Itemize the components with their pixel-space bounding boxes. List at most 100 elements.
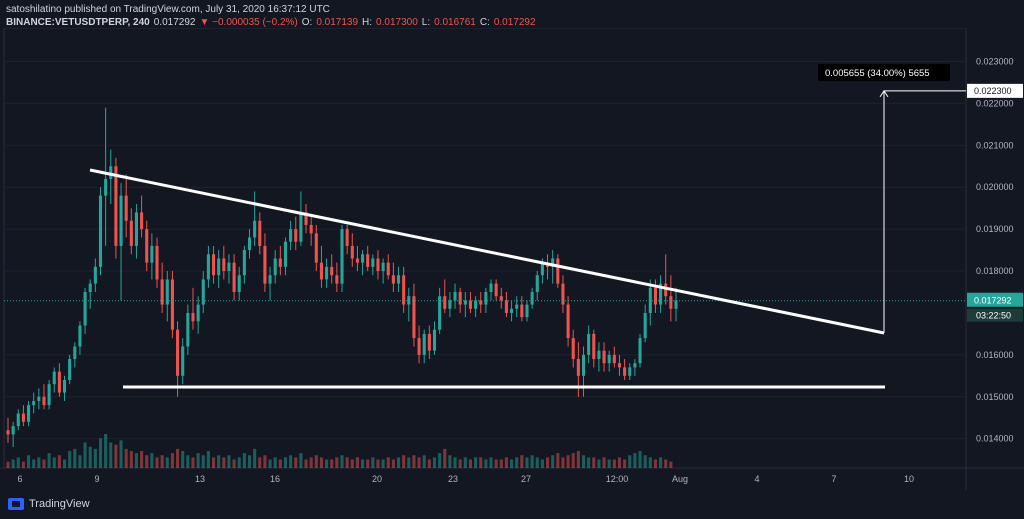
candle-body	[294, 229, 298, 242]
chart-header: satoshilatino published on TradingView.c…	[6, 3, 536, 29]
chart-pane[interactable]: 0.023000 0.022000 0.021000 0.020000 0.019000…	[0, 28, 1024, 490]
candle-body	[494, 283, 498, 297]
volume-bar	[520, 455, 524, 468]
volume-bar	[386, 457, 390, 468]
candle-body	[438, 296, 442, 330]
volume-bar	[283, 457, 288, 468]
candle-body	[468, 300, 473, 309]
candle-body	[32, 400, 36, 406]
candle-body	[458, 292, 462, 305]
candle-body	[227, 262, 231, 272]
y-tick-label: 0.014000	[976, 434, 1014, 444]
candle-body	[181, 346, 185, 376]
volume-bar	[42, 459, 46, 468]
volume-bar	[494, 459, 498, 468]
candle-body	[407, 296, 411, 305]
volume-bar	[350, 459, 354, 468]
volume-bar	[474, 457, 478, 468]
volume-bar	[150, 453, 154, 468]
candle-body	[638, 338, 642, 364]
volume-bar	[330, 459, 334, 468]
volume-bar	[366, 459, 370, 468]
candle-body	[309, 224, 313, 234]
candle-body	[648, 287, 652, 313]
volume-bar	[206, 451, 210, 468]
target-price-label: 0.022300	[974, 86, 1012, 96]
volume-bar	[556, 453, 560, 468]
candle-body	[417, 338, 421, 355]
candle-body	[211, 254, 216, 276]
volume-bar	[309, 457, 313, 468]
candle-body	[268, 275, 272, 284]
candle-body	[21, 413, 25, 422]
volume-bar	[669, 461, 673, 468]
volume-bar	[648, 457, 652, 468]
descending-trendline[interactable]	[89, 168, 885, 335]
volume-bar	[355, 457, 359, 468]
candle-body	[47, 384, 51, 406]
candle-body	[623, 367, 627, 376]
volume-bar	[535, 457, 539, 468]
candle-body	[283, 241, 288, 267]
volume-bar	[170, 453, 174, 468]
price-change: ▼ −0.000035 (−0.2%)	[199, 17, 298, 28]
volume-bar	[11, 459, 15, 468]
candle-body	[340, 229, 344, 284]
candle-body	[319, 262, 323, 280]
volume-bar	[566, 455, 570, 468]
volume-bar	[479, 457, 483, 468]
x-tick-label: 13	[195, 474, 205, 484]
volume-bar	[237, 457, 241, 468]
volume-bar	[134, 453, 139, 468]
volume-bar	[525, 457, 529, 468]
volume-bar	[561, 457, 565, 468]
tradingview-logo-text: TradingView	[29, 498, 90, 510]
candle-body	[62, 380, 67, 393]
y-tick-label: 0.018000	[976, 266, 1014, 276]
volume-bar	[93, 448, 97, 468]
candle-body	[376, 258, 380, 272]
close-label: C:	[479, 17, 490, 28]
x-tick-label: 12:00	[606, 474, 629, 484]
tradingview-logo[interactable]: TradingView	[8, 498, 90, 510]
x-tick-label: Aug	[672, 474, 688, 484]
volume-bar	[438, 453, 442, 468]
candle-body	[52, 371, 56, 385]
y-tick-label: 0.022000	[976, 98, 1014, 108]
candle-body	[515, 304, 519, 309]
volume-bar	[278, 459, 282, 468]
candle-body	[612, 354, 616, 364]
candle-body	[206, 254, 210, 280]
y-tick-label: 0.020000	[976, 182, 1014, 192]
symbol-label[interactable]: BINANCE:VETUSDTPERP, 240	[6, 17, 150, 28]
candle-body	[669, 296, 673, 309]
open-value: 0.017139	[316, 17, 359, 28]
volume-bar	[499, 459, 503, 468]
candle-body	[355, 258, 359, 263]
candle-body	[119, 195, 123, 246]
plot-frame	[3, 28, 967, 469]
volume-bar	[628, 455, 632, 468]
candle-body	[330, 266, 334, 276]
candle-body	[68, 359, 72, 380]
volume-bar	[612, 459, 616, 468]
volume-bar	[222, 457, 226, 468]
volume-bar	[443, 448, 447, 468]
volume-bar	[6, 461, 10, 468]
candle-body	[664, 283, 668, 297]
volume-bar	[458, 459, 462, 468]
candle-body	[247, 237, 252, 251]
volume-bar	[21, 461, 25, 468]
candle-body	[674, 300, 678, 309]
volume-bar	[211, 457, 216, 468]
x-tick-label: 10	[904, 474, 914, 484]
candle-body	[57, 371, 61, 393]
price-chart[interactable]: 0.023000 0.022000 0.021000 0.020000 0.019000…	[0, 28, 1024, 490]
volume-bar	[376, 459, 380, 468]
candle-body	[412, 296, 416, 339]
candle-body	[510, 308, 514, 313]
volume-bar	[155, 457, 159, 468]
volume-bar	[253, 448, 257, 468]
candle-body	[278, 258, 282, 267]
volume-bar	[37, 457, 41, 468]
